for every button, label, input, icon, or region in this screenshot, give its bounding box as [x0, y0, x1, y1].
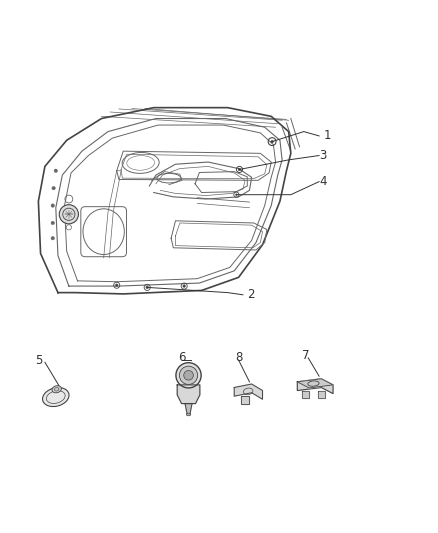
Polygon shape: [302, 391, 309, 398]
Circle shape: [271, 140, 273, 143]
Ellipse shape: [180, 366, 198, 384]
Circle shape: [146, 286, 148, 289]
Ellipse shape: [176, 362, 201, 388]
Circle shape: [51, 204, 54, 207]
Text: 1: 1: [323, 130, 331, 142]
Text: 5: 5: [35, 353, 42, 367]
Polygon shape: [185, 403, 192, 415]
Circle shape: [236, 194, 237, 196]
Polygon shape: [318, 391, 325, 398]
Polygon shape: [297, 379, 333, 393]
Circle shape: [116, 284, 118, 287]
Circle shape: [183, 285, 185, 287]
Circle shape: [51, 237, 54, 240]
Ellipse shape: [184, 370, 193, 380]
Text: 7: 7: [302, 349, 310, 362]
Ellipse shape: [42, 387, 69, 407]
Polygon shape: [241, 396, 250, 403]
Circle shape: [59, 205, 78, 224]
Text: 8: 8: [235, 351, 242, 365]
Polygon shape: [234, 384, 262, 399]
Ellipse shape: [186, 413, 191, 416]
Circle shape: [54, 169, 57, 173]
Ellipse shape: [52, 386, 61, 393]
Text: 6: 6: [178, 351, 186, 365]
Circle shape: [51, 221, 54, 225]
Text: 3: 3: [319, 149, 326, 162]
Polygon shape: [177, 385, 200, 403]
Text: 4: 4: [319, 175, 327, 188]
Circle shape: [238, 168, 241, 171]
Text: 2: 2: [247, 288, 255, 301]
Circle shape: [52, 187, 55, 190]
Polygon shape: [297, 379, 333, 388]
